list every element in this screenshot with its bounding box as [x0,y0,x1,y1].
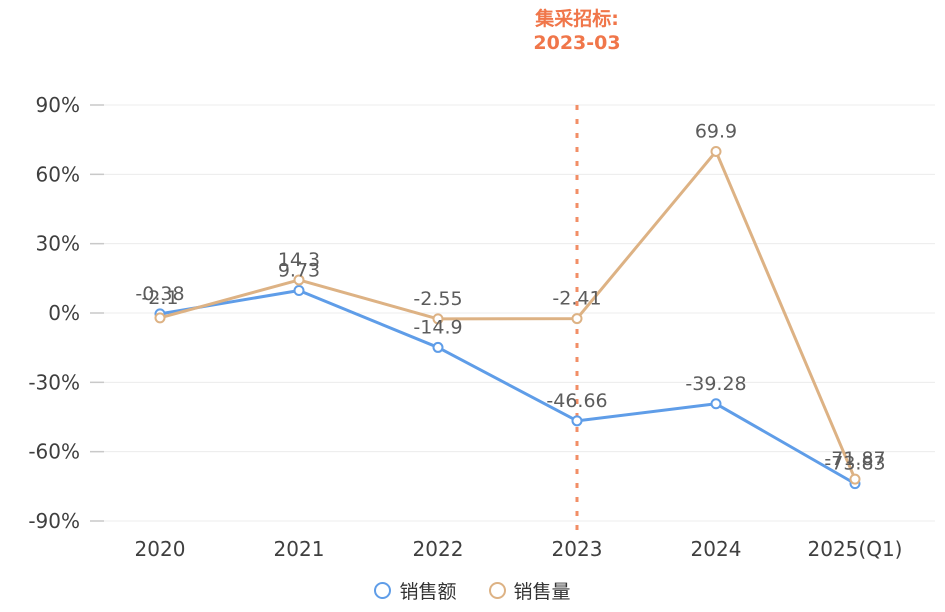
sales-amount-marker-icon [374,582,392,599]
x-axis-label: 2021 [274,537,325,561]
data-label: 14.3 [278,249,320,271]
x-axis-label: 2024 [691,537,742,561]
y-axis-label: 0% [48,301,80,325]
data-label: -73.83 [824,453,885,475]
series-line-销售量 [158,149,857,481]
legend-label-sales-volume: 销售量 [513,581,571,603]
data-point[interactable] [849,473,861,485]
data-label: 9.73 [278,260,320,282]
data-point[interactable] [571,313,583,325]
data-label: -14.9 [413,316,462,338]
data-point[interactable] [432,341,444,353]
legend-item-sales-amount[interactable]: 销售额 [374,577,457,604]
data-point[interactable] [710,145,722,157]
annotation-date: 2023-03 [533,31,621,54]
chart-legend: 销售额 销售量 [0,577,945,604]
sales-volume-marker-icon [488,582,506,599]
data-point[interactable] [293,285,305,297]
data-label: -46.66 [546,390,607,412]
x-axis-label: 2023 [552,537,603,561]
legend-item-sales-volume[interactable]: 销售量 [488,577,571,604]
legend-label-sales-amount: 销售额 [399,581,457,603]
data-label: -2.1 [141,287,178,309]
data-point[interactable] [293,274,305,286]
x-axis-label: 2025(Q1) [808,537,903,561]
annotation-title: 集采招标: [535,8,619,30]
y-axis-label: -60% [28,440,80,464]
y-axis-label: -30% [28,370,80,394]
y-axis-label: 60% [36,162,80,186]
reference-annotation: 集采招标: 2023-03 [533,8,620,56]
data-label: -39.28 [685,373,746,395]
data-label: 69.9 [695,120,737,142]
x-axis-label: 2022 [413,537,464,561]
data-point[interactable] [154,312,166,324]
y-axis-label: -90% [28,509,80,533]
data-point[interactable] [571,415,583,427]
data-label: -71.87 [824,448,885,470]
data-point[interactable] [710,398,722,410]
x-axis-label: 2020 [135,537,186,561]
data-label: -2.55 [413,288,462,310]
data-label: -2.41 [552,288,601,310]
data-label: -0.38 [135,283,184,305]
data-point[interactable] [432,313,444,325]
series-line-销售额 [158,289,857,486]
y-axis-label: 30% [36,232,80,256]
y-axis-label: 90% [36,93,80,117]
